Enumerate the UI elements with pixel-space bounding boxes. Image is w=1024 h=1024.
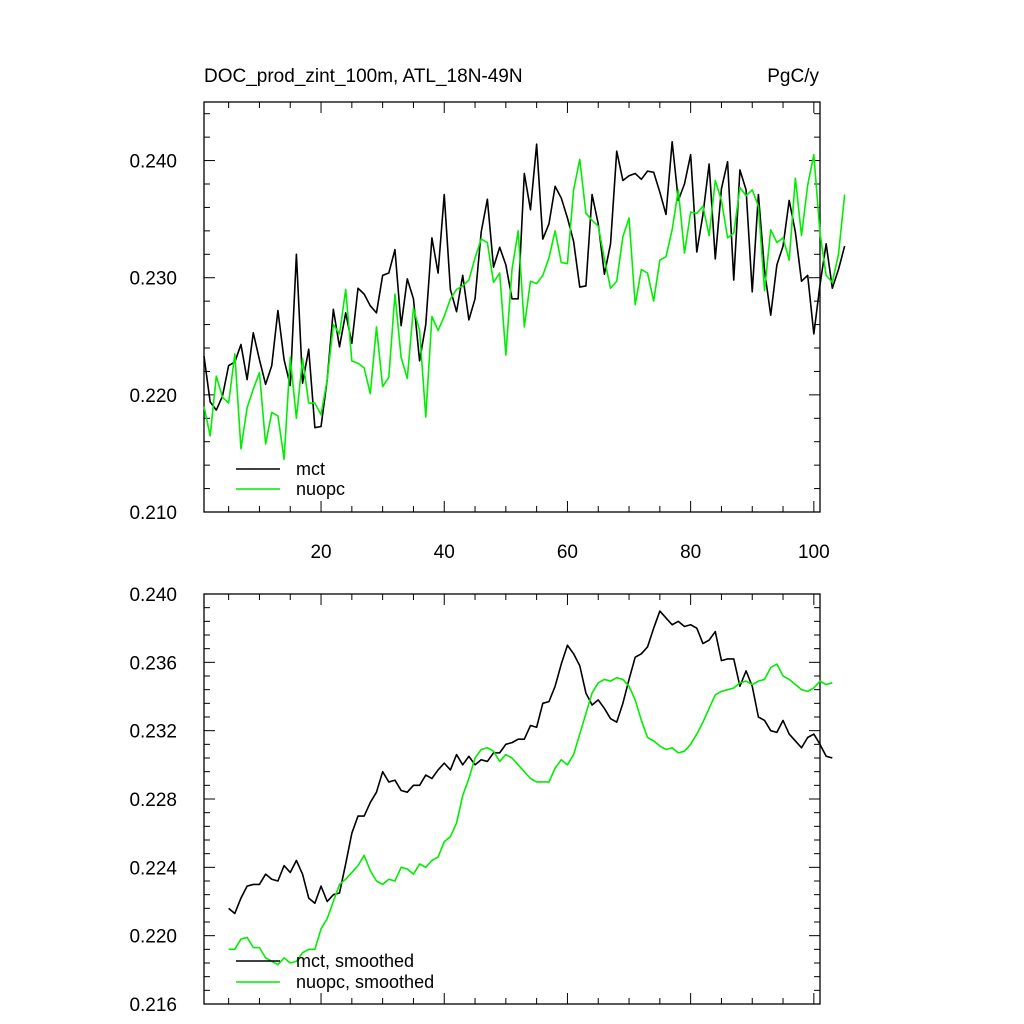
top-chart-title: DOC_prod_zint_100m, ATL_18N-49N xyxy=(204,66,523,87)
top-panel: DOC_prod_zint_100m, ATL_18N-49N PgC/y 20… xyxy=(129,66,846,563)
bottom-panel: 0.216 0.220 0.224 0.228 0.232 0.236 0.240 mct,… xyxy=(129,585,833,1016)
bottom-series-line-nuopc xyxy=(228,663,833,966)
bottom-ticks: 0.216 0.220 0.224 0.228 0.232 0.236 0.240 xyxy=(129,585,820,1016)
bottom-legend-nuopc-label: nuopc, smoothed xyxy=(296,972,434,992)
top-xtick-label: 60 xyxy=(557,542,578,563)
bottom-ytick-label: 0.220 xyxy=(129,927,177,948)
top-xtick-label: 40 xyxy=(434,542,455,563)
top-ytick-label: 0.230 xyxy=(129,269,177,290)
bottom-ytick-label: 0.224 xyxy=(129,858,177,879)
top-ytick-label: 0.240 xyxy=(129,152,177,173)
top-legend-mct-label: mct xyxy=(296,459,325,479)
top-ytick-label: 0.220 xyxy=(129,386,177,407)
top-series-line-nuopc xyxy=(203,153,846,461)
bottom-ytick-label: 0.228 xyxy=(129,790,177,811)
top-ticks: 20 40 60 80 100 0.210 0.220 0.230 0.240 xyxy=(129,102,830,563)
top-ytick-label: 0.210 xyxy=(129,503,177,524)
top-xtick-label: 80 xyxy=(680,542,701,563)
top-legend-nuopc-label: nuopc xyxy=(296,479,345,499)
bottom-ytick-label: 0.232 xyxy=(129,722,177,743)
top-xtick-label: 100 xyxy=(798,542,830,563)
top-series xyxy=(203,141,846,461)
bottom-legend: mct, smoothed nuopc, smoothed xyxy=(236,951,434,992)
bottom-plot-frame xyxy=(203,593,821,1005)
top-chart-units: PgC/y xyxy=(767,66,819,87)
bottom-legend-mct-label: mct, smoothed xyxy=(296,951,414,971)
bottom-ytick-label: 0.236 xyxy=(129,653,177,674)
bottom-series-line-mct xyxy=(228,610,833,915)
bottom-series xyxy=(228,610,833,966)
top-legend: mct nuopc xyxy=(236,459,345,499)
bottom-ytick-label: 0.216 xyxy=(129,995,177,1016)
bottom-ytick-label: 0.240 xyxy=(129,585,177,606)
top-plot-frame xyxy=(203,101,821,513)
top-xtick-label: 20 xyxy=(310,542,331,563)
